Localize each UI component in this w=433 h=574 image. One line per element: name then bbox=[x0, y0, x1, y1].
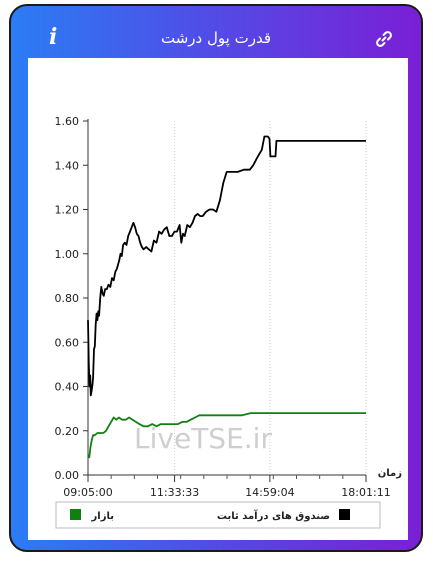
line-chart: LiveTSE.ir 0.00 0.20 0.40 0.60 0.80 1.00 1.20 1… bbox=[55, 115, 402, 529]
legend-label-1: بازار bbox=[91, 511, 114, 522]
chart-card: i قدرت پول درشت LiveTSE.ir 0.00 0.20 0.40 0… bbox=[9, 4, 423, 552]
y-tick-label: 0.40 bbox=[55, 381, 80, 394]
legend-box bbox=[55, 501, 381, 529]
legend-label-0: صندوق های درآمد ثابت bbox=[217, 509, 330, 522]
x-tick-label: 09:05:00 bbox=[63, 486, 112, 499]
chart-panel: LiveTSE.ir 0.00 0.20 0.40 0.60 0.80 1.00 1.20 1… bbox=[28, 58, 408, 540]
x-tick-label: 11:33:33 bbox=[150, 486, 199, 499]
series-line-0 bbox=[87, 135, 366, 397]
x-tick-label: 18:01:11 bbox=[341, 486, 390, 499]
y-tick-label: 1.00 bbox=[55, 248, 80, 261]
info-icon[interactable]: i bbox=[49, 24, 58, 50]
legend-swatch-0 bbox=[339, 509, 350, 520]
y-tick-label: 0.20 bbox=[55, 425, 80, 438]
y-tick-label: 0.80 bbox=[55, 292, 80, 305]
legend: صندوق های درآمد ثابت بازار bbox=[55, 501, 381, 529]
card-header: i قدرت پول درشت bbox=[11, 6, 421, 60]
link-icon[interactable] bbox=[374, 29, 394, 49]
legend-swatch-1 bbox=[70, 509, 81, 520]
series-line-1 bbox=[87, 412, 366, 459]
y-tick-label: 1.60 bbox=[55, 115, 80, 128]
y-tick-label: 0.00 bbox=[55, 469, 80, 482]
y-tick-label: 0.60 bbox=[55, 336, 80, 349]
watermark: LiveTSE.ir bbox=[134, 422, 272, 455]
x-axis-label: زمان bbox=[378, 468, 402, 479]
chart-title: قدرت پول درشت bbox=[161, 29, 271, 47]
x-tick-label: 14:59:04 bbox=[245, 486, 294, 499]
y-tick-label: 1.20 bbox=[55, 204, 80, 217]
y-tick-label: 1.40 bbox=[55, 159, 80, 172]
